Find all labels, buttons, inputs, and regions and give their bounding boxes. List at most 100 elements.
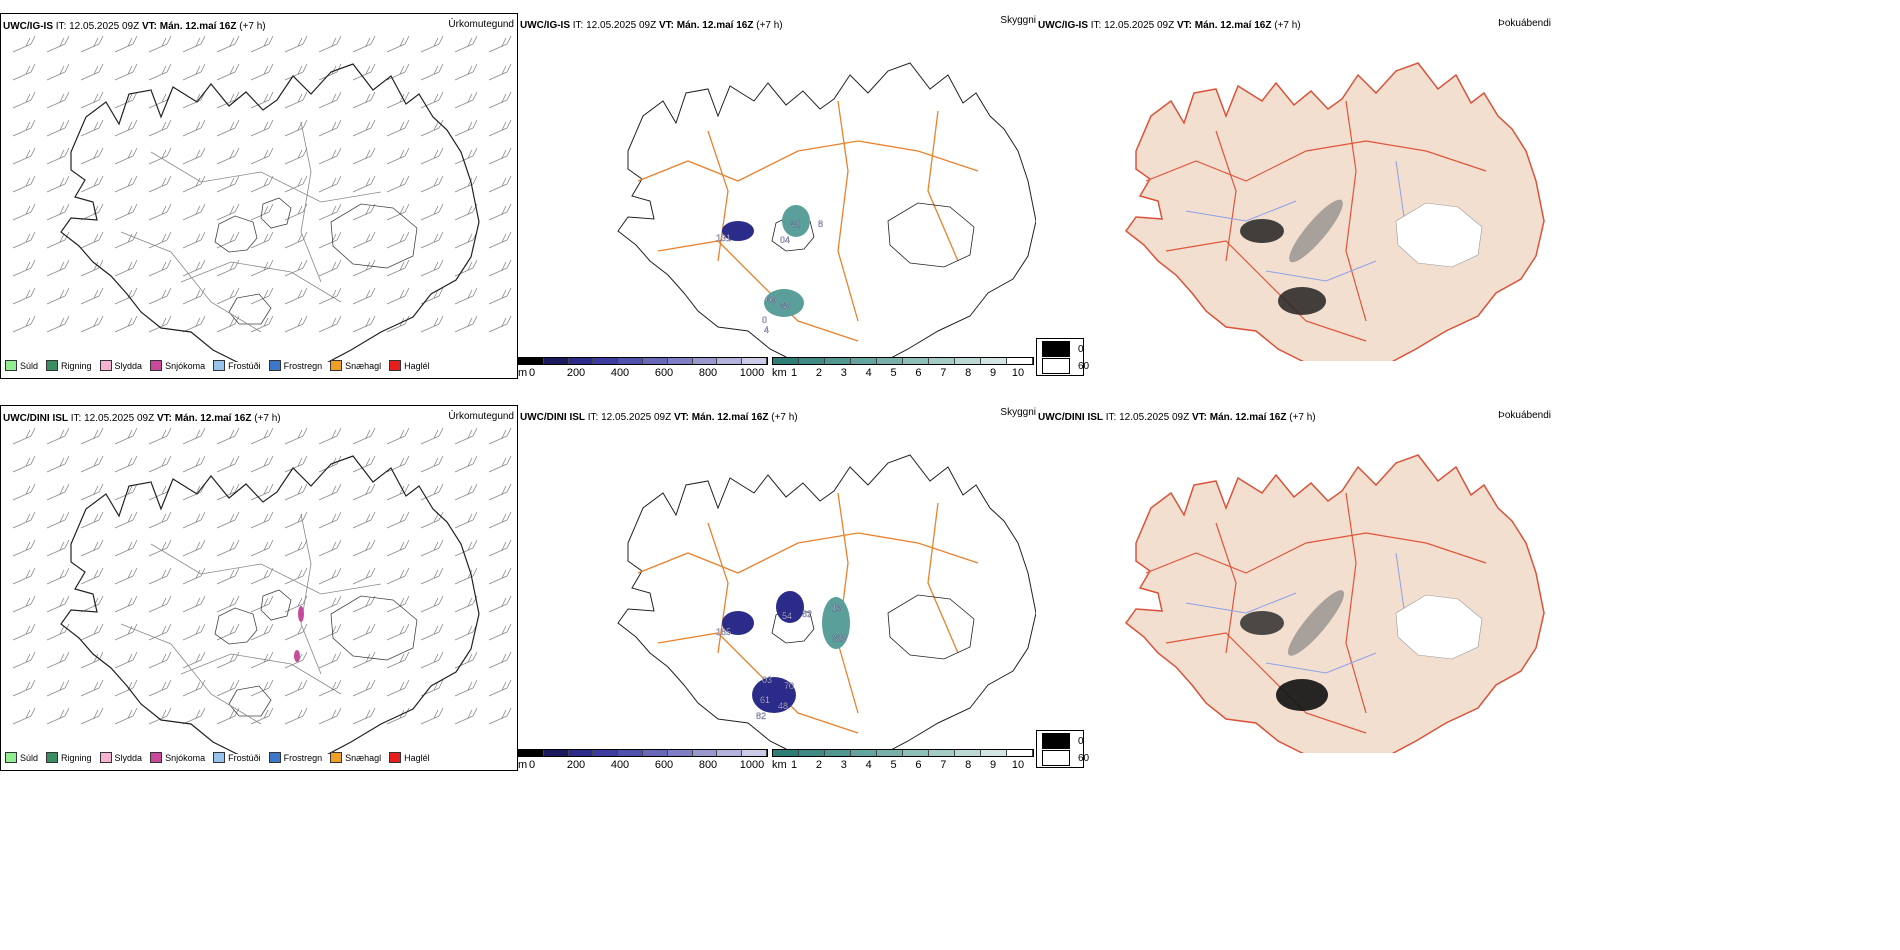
wind-barb bbox=[420, 651, 444, 669]
wind-barb bbox=[386, 91, 410, 109]
wind-barb bbox=[488, 623, 512, 641]
colorbar-segment bbox=[877, 750, 903, 756]
wind-barb bbox=[250, 427, 274, 445]
wind-barb bbox=[386, 147, 410, 165]
wind-barb bbox=[216, 427, 240, 445]
wind-barb bbox=[250, 63, 274, 81]
legend-label: Frostúði bbox=[228, 360, 261, 371]
wind-barb bbox=[46, 35, 70, 53]
wind-barb bbox=[114, 707, 138, 725]
wind-barb bbox=[386, 483, 410, 501]
colorbar-tick: 8 bbox=[965, 759, 972, 771]
wind-barb bbox=[216, 231, 240, 249]
wind-barb bbox=[386, 175, 410, 193]
wind-barb bbox=[420, 483, 444, 501]
colorbar-segment bbox=[618, 750, 643, 756]
wind-barb bbox=[318, 455, 342, 473]
cloud-base-number: 68 bbox=[780, 301, 790, 311]
colorbar-segment bbox=[543, 750, 569, 756]
wind-barb bbox=[454, 63, 478, 81]
wind-barb bbox=[386, 35, 410, 53]
wind-barb bbox=[386, 259, 410, 277]
legend-item: Haglél bbox=[389, 752, 430, 763]
wind-barbs bbox=[12, 35, 512, 333]
colorbar-tick: 10 bbox=[1011, 367, 1025, 379]
wind-barb bbox=[182, 63, 206, 81]
wind-barb bbox=[352, 175, 376, 193]
wind-barb bbox=[420, 91, 444, 109]
wind-barb bbox=[352, 427, 376, 445]
wind-barb bbox=[80, 63, 104, 81]
wind-barb bbox=[148, 259, 172, 277]
wind-barb bbox=[250, 679, 274, 697]
colorbar-tick: 200 bbox=[566, 759, 586, 771]
wind-barb bbox=[182, 175, 206, 193]
wind-barb bbox=[182, 203, 206, 221]
wind-barb bbox=[420, 203, 444, 221]
wind-barb bbox=[284, 567, 308, 585]
wind-barb bbox=[488, 427, 512, 445]
colorbar-tick: 1 bbox=[790, 367, 798, 379]
legend-label: Súld bbox=[20, 360, 39, 371]
wind-barb bbox=[318, 567, 342, 585]
wind-barb bbox=[80, 427, 104, 445]
wind-barb bbox=[80, 567, 104, 585]
wind-barb bbox=[148, 203, 172, 221]
legend-label: Snjókoma bbox=[165, 752, 206, 763]
wind-barb bbox=[352, 567, 376, 585]
wind-barb bbox=[46, 539, 70, 557]
wind-barb bbox=[488, 567, 512, 585]
wind-barb bbox=[386, 511, 410, 529]
colorbar-tick: 400 bbox=[610, 367, 630, 379]
precip-type-label: Úrkomutegund bbox=[448, 19, 514, 30]
wind-barb bbox=[148, 427, 172, 445]
wind-barb bbox=[114, 259, 138, 277]
wind-barb bbox=[148, 147, 172, 165]
wind-barb bbox=[318, 511, 342, 529]
wind-barb bbox=[216, 707, 240, 725]
wind-barb bbox=[352, 91, 376, 109]
colorbar-segment bbox=[903, 358, 929, 364]
legend-swatch bbox=[213, 360, 226, 371]
wind-barb bbox=[80, 651, 104, 669]
cloud-base-number: 04 bbox=[780, 235, 790, 245]
panel-title: UWC/IG-IS IT: 12.05.2025 09Z VT: Mán. 12… bbox=[520, 20, 783, 31]
colorbar-segment bbox=[568, 358, 594, 364]
wind-barb bbox=[46, 455, 70, 473]
wind-barb bbox=[216, 511, 240, 529]
wind-barb bbox=[182, 259, 206, 277]
wind-barb bbox=[12, 63, 36, 81]
cloud-base-number: 70 bbox=[784, 681, 794, 691]
wind-barb bbox=[488, 203, 512, 221]
wind-barb bbox=[216, 539, 240, 557]
wind-barb bbox=[114, 511, 138, 529]
wind-barb bbox=[216, 63, 240, 81]
wind-barb bbox=[250, 231, 274, 249]
wind-barb bbox=[386, 567, 410, 585]
wind-barb bbox=[284, 35, 308, 53]
cloud-base-number: 61 bbox=[760, 695, 770, 705]
wind-barb bbox=[284, 259, 308, 277]
wind-barb bbox=[352, 483, 376, 501]
colorbar-segment bbox=[1007, 750, 1033, 756]
wind-barb bbox=[352, 35, 376, 53]
wind-barb bbox=[148, 651, 172, 669]
wind-barb bbox=[12, 231, 36, 249]
wind-barb bbox=[318, 427, 342, 445]
wind-barb bbox=[284, 455, 308, 473]
wind-barb bbox=[216, 679, 240, 697]
colorbar-segment bbox=[543, 358, 569, 364]
wind-barb bbox=[420, 707, 444, 725]
wind-barb bbox=[182, 623, 206, 641]
wind-barb bbox=[80, 623, 104, 641]
colorbar-segment bbox=[955, 750, 981, 756]
wind-barb bbox=[420, 567, 444, 585]
wind-barb bbox=[420, 623, 444, 641]
wind-barb bbox=[182, 35, 206, 53]
wind-barb bbox=[80, 259, 104, 277]
wind-barb bbox=[216, 175, 240, 193]
wind-barb bbox=[114, 539, 138, 557]
wind-barb bbox=[352, 511, 376, 529]
colorbar-tick: 5 bbox=[890, 759, 897, 771]
wind-barb bbox=[148, 287, 172, 305]
